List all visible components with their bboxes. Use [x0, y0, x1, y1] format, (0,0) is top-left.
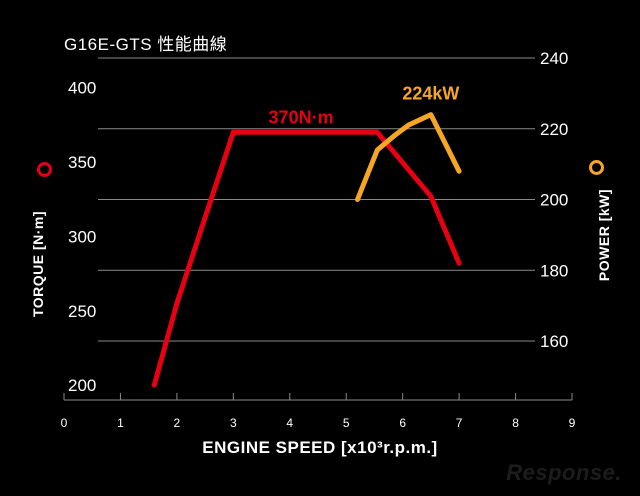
torque-line: [151, 129, 462, 388]
x-tick-1: 1: [117, 416, 124, 430]
y-right-tick-220: 220: [540, 120, 568, 139]
power-legend-marker: [589, 160, 604, 175]
x-tick-7: 7: [456, 416, 463, 430]
power-peak-label: 224kW: [402, 83, 459, 103]
y-left-tick-350: 350: [68, 153, 96, 172]
x-axis-label: ENGINE SPEED [x10³r.p.m.]: [202, 438, 438, 457]
y-right-tick-180: 180: [540, 261, 568, 280]
y-axis-left-label: TORQUE [N·m]: [30, 210, 46, 318]
x-tick-4: 4: [286, 416, 293, 430]
torque-peak-label: 370N·m: [269, 107, 334, 127]
y-left-tick-200: 200: [68, 376, 96, 395]
annotations: 370N·m 224kW: [269, 83, 460, 127]
series-lines: [151, 112, 462, 388]
x-tick-0: 0: [61, 416, 68, 430]
y-left-tick-400: 400: [68, 79, 96, 98]
x-tick-8: 8: [512, 416, 519, 430]
chart-title: G16E-GTS 性能曲線: [64, 35, 228, 54]
y-right-tick-160: 160: [540, 332, 568, 351]
x-tick-3: 3: [230, 416, 237, 430]
y-right-tick-200: 200: [540, 191, 568, 210]
y-right-tick-240: 240: [540, 49, 568, 68]
x-axis: 0 1 2 3 4 5 6 7 8 9: [61, 393, 576, 430]
watermark-logo: Response.: [506, 460, 622, 485]
y-left-tick-300: 300: [68, 227, 96, 246]
x-tick-5: 5: [343, 416, 350, 430]
power-line: [355, 112, 462, 202]
x-tick-2: 2: [174, 416, 181, 430]
y-left-tick-250: 250: [68, 302, 96, 321]
torque-legend-marker: [37, 162, 52, 177]
y-axis-left: 200 250 300 350 400: [68, 79, 96, 395]
y-axis-right-label: POWER [kW]: [596, 188, 612, 282]
grid-lines: [64, 57, 572, 401]
x-tick-9: 9: [569, 416, 576, 430]
y-axis-right: 160 180 200 220 240: [540, 49, 568, 351]
x-tick-6: 6: [399, 416, 406, 430]
